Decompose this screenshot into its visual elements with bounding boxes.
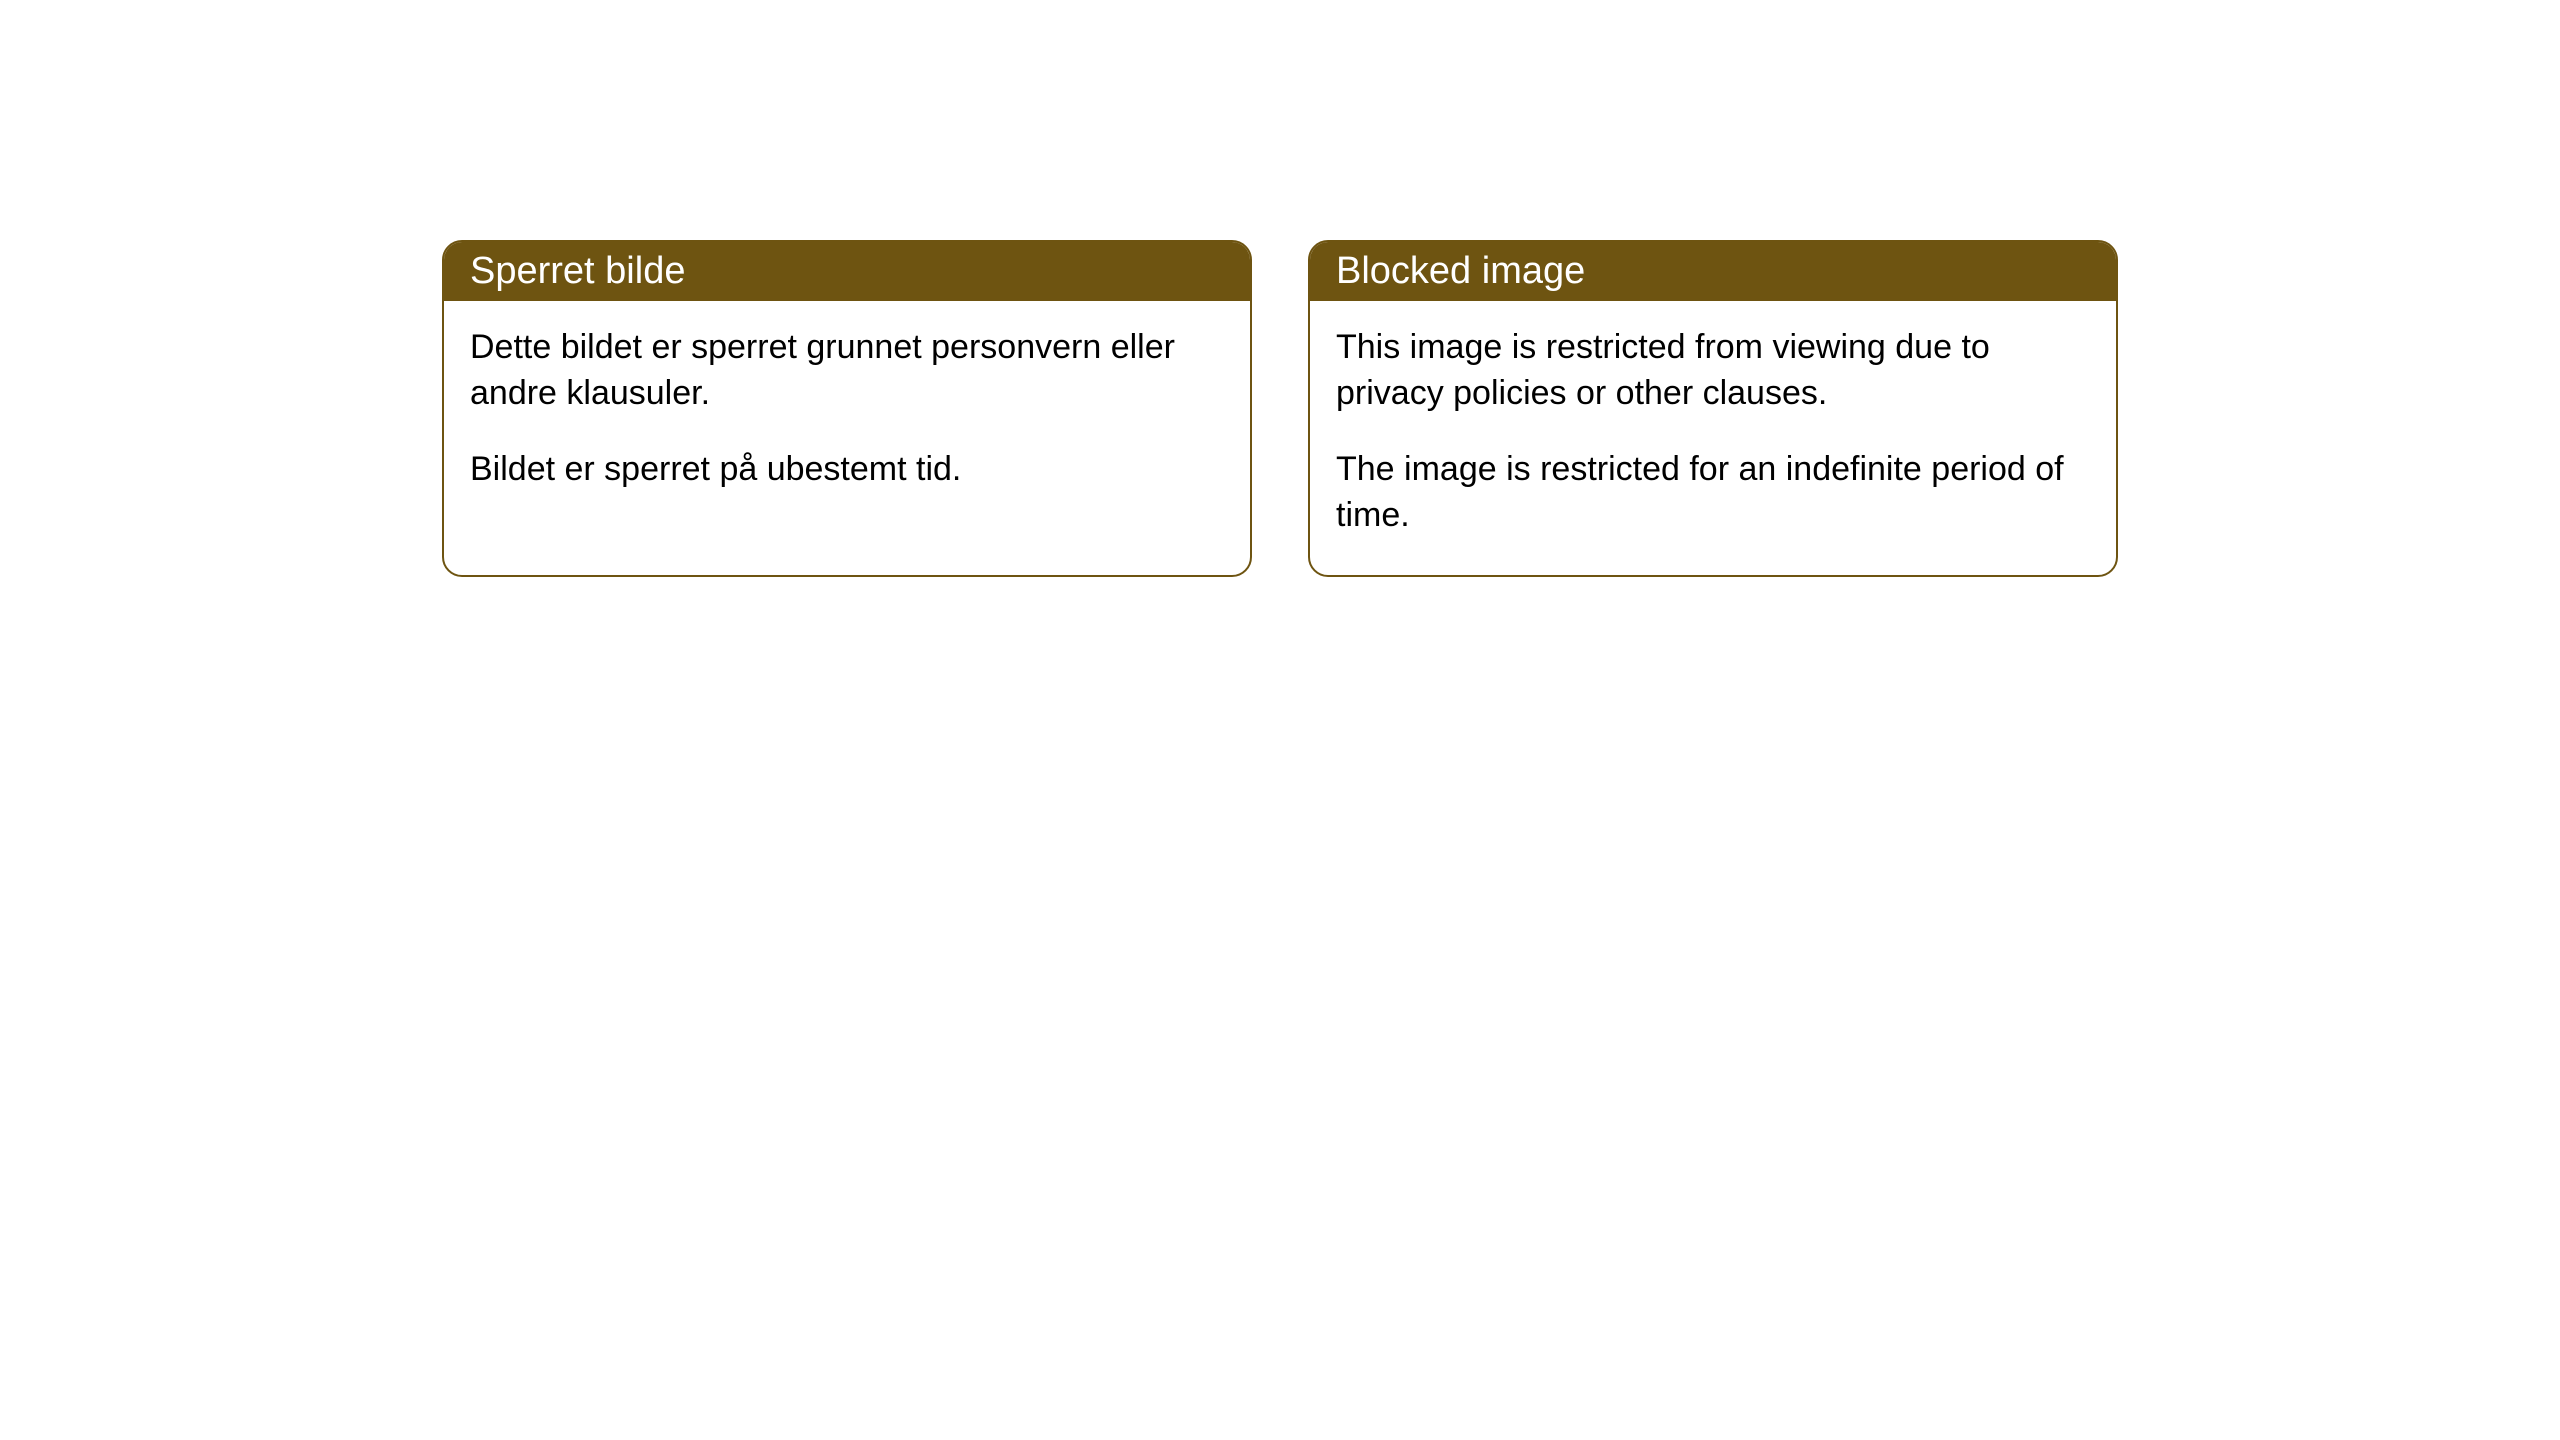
notice-cards-container: Sperret bilde Dette bildet er sperret gr… (0, 240, 2560, 577)
card-paragraph: Dette bildet er sperret grunnet personve… (470, 325, 1224, 417)
card-header: Sperret bilde (444, 242, 1250, 301)
card-header: Blocked image (1310, 242, 2116, 301)
card-title: Sperret bilde (470, 250, 685, 292)
card-paragraph: Bildet er sperret på ubestemt tid. (470, 447, 1224, 493)
card-body: Dette bildet er sperret grunnet personve… (444, 301, 1250, 529)
card-paragraph: The image is restricted for an indefinit… (1336, 447, 2090, 539)
notice-card-norwegian: Sperret bilde Dette bildet er sperret gr… (442, 240, 1252, 577)
notice-card-english: Blocked image This image is restricted f… (1308, 240, 2118, 577)
card-title: Blocked image (1336, 250, 1585, 292)
card-body: This image is restricted from viewing du… (1310, 301, 2116, 575)
card-paragraph: This image is restricted from viewing du… (1336, 325, 2090, 417)
